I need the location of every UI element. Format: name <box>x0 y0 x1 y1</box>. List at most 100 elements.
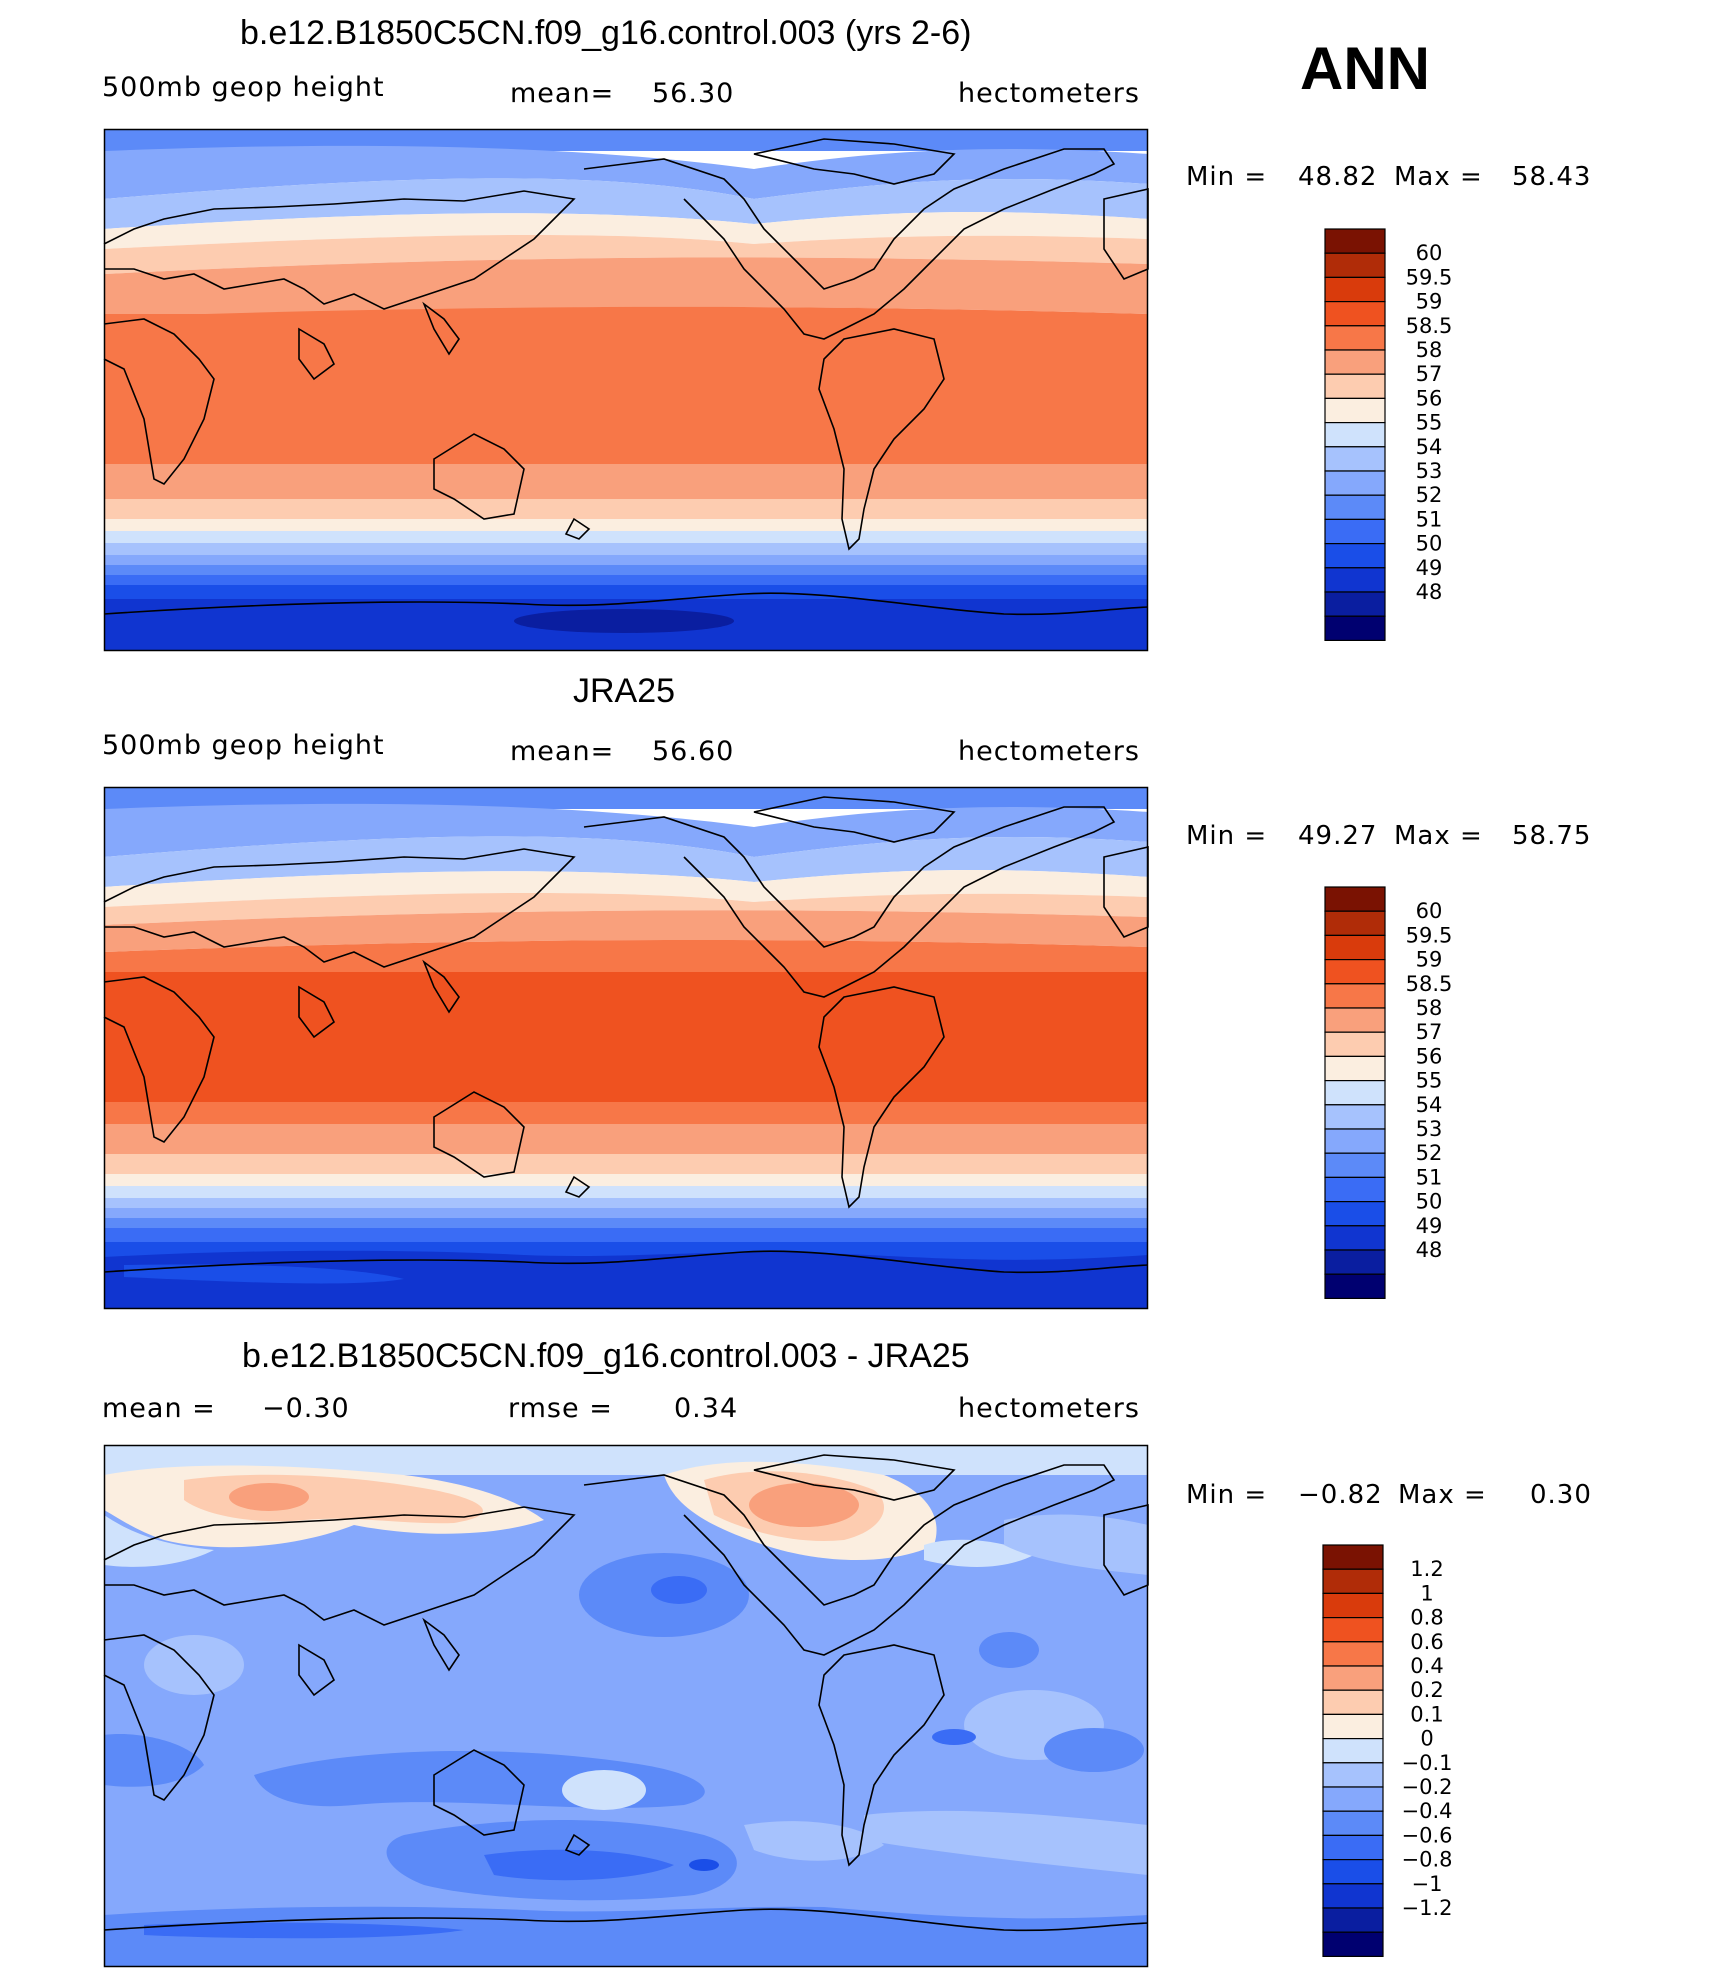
panel-1-title: b.e12.B1850C5CN.f09_g16.control.003 (yrs… <box>240 14 972 52</box>
panel-2-colorbar-box <box>1324 1201 1386 1227</box>
panel-3-colorbar-box <box>1322 1568 1384 1595</box>
panel-3-colorbar-box <box>1322 1616 1384 1643</box>
panel-1-variable-label: 500mb geop height <box>102 72 385 103</box>
panel-1-colorbar-label: 52 <box>1416 483 1443 507</box>
panel-1-colorbar-box <box>1324 543 1386 569</box>
panel-3-colorbar-box <box>1322 1738 1384 1764</box>
panel-2-title: JRA25 <box>573 672 676 710</box>
panel-1-colorbar-label: 58.5 <box>1406 314 1453 338</box>
panel-2-colorbar-box <box>1324 1225 1386 1251</box>
panel-2-colorbar: 60 59.5 59 58.5 58 57 56 55 54 53 52 51 50 49 48 <box>1324 886 1465 1300</box>
panel-1-coastlines <box>103 138 1149 616</box>
panel-3-colorbar-label: 0.1 <box>1410 1702 1443 1726</box>
panel-2-min-value: 49.27 <box>1298 821 1378 851</box>
panel-3-colorbar-box <box>1322 1641 1384 1667</box>
panel-1-min-value: 48.82 <box>1298 162 1378 192</box>
panel-2-frame <box>103 786 1149 1310</box>
panel-1-colorbar-label: 50 <box>1416 532 1443 556</box>
panel-1-colorbar-label: 58 <box>1416 338 1443 362</box>
panel-3-units: hectometers <box>958 1393 1140 1424</box>
panel-1-colorbar-box <box>1324 276 1386 303</box>
panel-1-mean-value: 56.30 <box>652 78 735 109</box>
panel-1-colorbar-label: 59.5 <box>1406 265 1453 289</box>
panel-2-colorbar-box <box>1324 1055 1386 1082</box>
panel-1-colorbar-label: 57 <box>1416 362 1443 386</box>
panel-2-units: hectometers <box>958 736 1140 767</box>
panel-3-min-label: Min = <box>1186 1480 1268 1510</box>
panel-3-colorbar-box <box>1322 1689 1384 1715</box>
panel-3-colorbar-label: 0.4 <box>1410 1654 1443 1678</box>
panel-2-colorbar-label: 59 <box>1416 948 1443 972</box>
panel-2-map <box>103 786 1149 1310</box>
panel-2-mean-value: 56.60 <box>652 736 735 767</box>
panel-2-colorbar-label: 58 <box>1416 996 1443 1020</box>
panel-2-variable-label: 500mb geop height <box>102 730 385 761</box>
panel-1-colorbar-box <box>1324 591 1386 617</box>
panel-2-colorbar-box <box>1324 1273 1386 1300</box>
panel-3-colorbar-label: 0.2 <box>1410 1678 1443 1702</box>
panel-3-frame <box>103 1444 1149 1968</box>
panel-2-colorbar-box <box>1324 1249 1386 1275</box>
panel-2-max-value: 58.75 <box>1512 821 1592 851</box>
panel-2-colorbar-label: 50 <box>1416 1190 1443 1214</box>
panel-1-colorbar-box <box>1324 397 1386 424</box>
panel-2-colorbar-label: 49 <box>1416 1214 1443 1238</box>
panel-3-colorbar-label: −1 <box>1412 1872 1443 1896</box>
panel-3-colorbar-box <box>1322 1762 1384 1788</box>
panel-2-colorbar-label: 57 <box>1416 1020 1443 1044</box>
panel-3-rmse-value: 0.34 <box>674 1393 739 1424</box>
panel-3-mean-label: mean = <box>102 1393 216 1424</box>
panel-3-colorbar-box <box>1322 1592 1384 1619</box>
panel-2-colorbar-box <box>1324 1104 1386 1130</box>
panel-3-colorbar-box <box>1322 1786 1384 1812</box>
panel-2-colorbar-box <box>1324 983 1386 1009</box>
panel-1-bands <box>104 129 1148 651</box>
panel-3-colorbar-label: −0.2 <box>1402 1775 1453 1799</box>
panel-1-colorbar-box <box>1324 615 1386 642</box>
panel-3-colorbar-label: 1.2 <box>1410 1557 1443 1581</box>
panel-1-colorbar-label: 54 <box>1416 435 1443 459</box>
panel-1-colorbar-label: 59 <box>1416 290 1443 314</box>
panel-1-colorbar-label: 60 <box>1416 241 1443 265</box>
panel-2-coastlines <box>103 796 1149 1274</box>
panel-1-colorbar-box <box>1324 373 1386 399</box>
panel-2-colorbar-box <box>1324 1176 1386 1203</box>
panel-3-colorbar-label: −0.1 <box>1402 1751 1453 1775</box>
panel-2-colorbar-box <box>1324 934 1386 961</box>
panel-2-colorbar-label: 51 <box>1416 1165 1443 1189</box>
panel-2-colorbar-box <box>1324 1031 1386 1057</box>
panel-3-max-label: Max = <box>1398 1480 1487 1510</box>
panel-1-colorbar: 60 59.5 59 58.5 58 57 56 55 54 53 52 51 50 49 48 <box>1324 228 1465 642</box>
panel-3-colorbar-label: 0.6 <box>1410 1630 1443 1654</box>
panel-1-colorbar-box <box>1324 494 1386 521</box>
panel-2-colorbar-box <box>1324 1128 1386 1154</box>
panel-3-max-value: 0.30 <box>1530 1480 1592 1510</box>
panel-2-colorbar-box <box>1324 910 1386 937</box>
panel-2-colorbar-label: 52 <box>1416 1141 1443 1165</box>
panel-3-colorbar-box <box>1322 1907 1384 1933</box>
panel-3-colorbar-label: 0 <box>1420 1727 1433 1751</box>
panel-1-min-label: Min = <box>1186 162 1268 192</box>
panel-3-colorbar-label: 1 <box>1420 1581 1433 1605</box>
panel-3-colorbar-label: −0.4 <box>1402 1799 1453 1823</box>
panel-3-colorbar-box <box>1322 1810 1384 1837</box>
panel-1-colorbar-box <box>1324 300 1386 327</box>
panel-1-max-label: Max = <box>1394 162 1483 192</box>
panel-1-map <box>103 128 1149 652</box>
season-label: ANN <box>1300 35 1430 102</box>
panel-2-min-label: Min = <box>1186 821 1268 851</box>
panel-2-max-label: Max = <box>1394 821 1483 851</box>
panel-1-frame <box>103 128 1149 652</box>
panel-3-bands <box>104 1445 1148 1967</box>
panel-1-colorbar-label: 48 <box>1416 580 1443 604</box>
panel-3-colorbar-box <box>1322 1883 1384 1909</box>
panel-2-colorbar-box <box>1324 886 1386 912</box>
panel-2-colorbar-label: 48 <box>1416 1238 1443 1262</box>
panel-2-colorbar-label: 56 <box>1416 1044 1443 1068</box>
panel-3-colorbar: 1.2 1 0.8 0.6 0.4 0.2 0.1 0 −0.1 −0.2 −0.4 −0.6 −0.8… <box>1322 1544 1463 1958</box>
panel-1-colorbar-box <box>1324 349 1386 375</box>
panel-3-colorbar-box <box>1322 1931 1384 1958</box>
panel-3-colorbar-box <box>1322 1859 1384 1885</box>
panel-3-rmse-label: rmse = <box>508 1393 613 1424</box>
panel-1-colorbar-label: 51 <box>1416 507 1443 531</box>
